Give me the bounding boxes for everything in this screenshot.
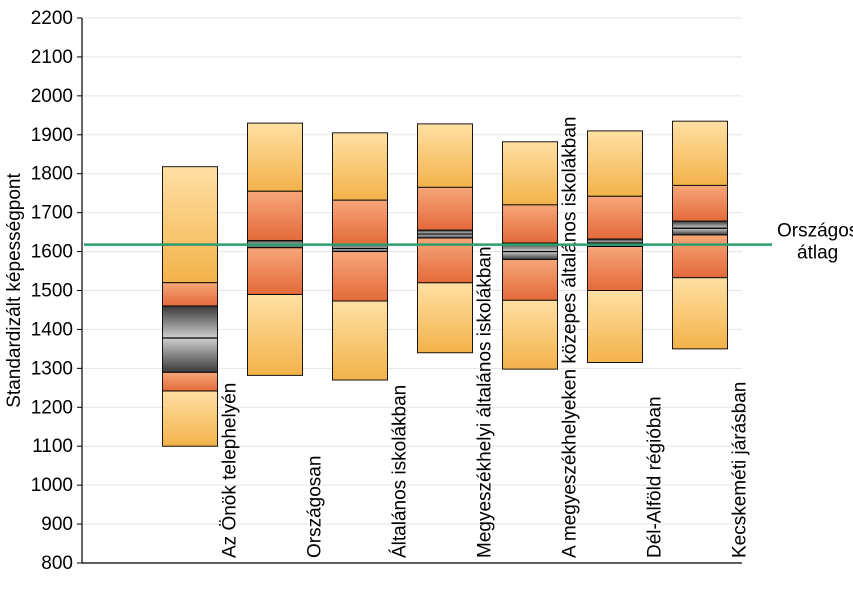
box-inner-top xyxy=(418,187,473,230)
box-outer-top xyxy=(588,131,643,196)
box-inner-bottom xyxy=(163,372,218,391)
y-tick-label: 2100 xyxy=(31,47,73,68)
box-outer-top xyxy=(418,124,473,187)
category-label: Megyeszékhelyi általános iskolákban xyxy=(475,246,496,558)
box-inner-bottom xyxy=(503,259,558,300)
box-outer-top xyxy=(163,167,218,283)
box-outer-bottom xyxy=(588,291,643,363)
category-label: Dél-Alföld régióban xyxy=(645,396,666,558)
box-outer-top xyxy=(673,121,728,185)
y-tick-label: 1000 xyxy=(31,475,73,496)
y-tick-label: 1300 xyxy=(31,358,73,379)
box-outer-bottom xyxy=(418,283,473,353)
y-tick-label: 2000 xyxy=(31,86,73,107)
y-tick-label: 1900 xyxy=(31,125,73,146)
national-average-label-2: átlag xyxy=(797,243,838,264)
box-inner-top xyxy=(333,200,388,244)
y-tick-label: 1800 xyxy=(31,164,73,185)
box-inner-top xyxy=(248,191,303,240)
box-outer-bottom xyxy=(503,300,558,369)
y-tick-label: 1600 xyxy=(31,242,73,263)
y-axis-title: Standardizált képességpont xyxy=(4,173,25,408)
box-outer-bottom xyxy=(163,391,218,446)
national-average-label-1: Országos xyxy=(777,221,853,242)
box-outer-top xyxy=(248,123,303,191)
category-label: Az Önök telephelyén xyxy=(220,383,241,558)
y-tick-label: 1200 xyxy=(31,397,73,418)
y-tick-label: 1400 xyxy=(31,319,73,340)
box-inner-bottom xyxy=(248,248,303,295)
y-tick-label: 900 xyxy=(41,514,73,535)
box-outer-bottom xyxy=(333,301,388,380)
box-inner-bottom xyxy=(333,252,388,301)
box-inner-top xyxy=(588,196,643,239)
box-ci-lower xyxy=(673,228,728,235)
y-tick-label: 2200 xyxy=(31,8,73,29)
box-inner-top xyxy=(503,205,558,243)
category-label: A megyeszékhelyeken közepes általános is… xyxy=(560,117,581,559)
box-outer-top xyxy=(333,133,388,200)
box-inner-bottom xyxy=(673,235,728,278)
box-inner-top xyxy=(673,185,728,221)
category-label: Kecskeméti járásban xyxy=(730,382,751,558)
box-inner-top xyxy=(163,283,218,306)
box-ci-lower xyxy=(503,252,558,260)
box-outer-bottom xyxy=(673,278,728,349)
y-tick-label: 1500 xyxy=(31,281,73,302)
box-ci-upper xyxy=(673,221,728,228)
box-ci-upper xyxy=(163,306,218,338)
y-tick-label: 1700 xyxy=(31,203,73,224)
box-outer-bottom xyxy=(248,294,303,375)
box-outer-top xyxy=(503,142,558,205)
category-label: Általános iskolákban xyxy=(390,385,411,558)
y-tick-label: 1100 xyxy=(32,436,73,457)
category-label: Országosan xyxy=(305,456,326,558)
y-tick-label: 800 xyxy=(41,553,73,574)
box-ci-lower xyxy=(163,338,218,372)
box-inner-bottom xyxy=(588,247,643,291)
